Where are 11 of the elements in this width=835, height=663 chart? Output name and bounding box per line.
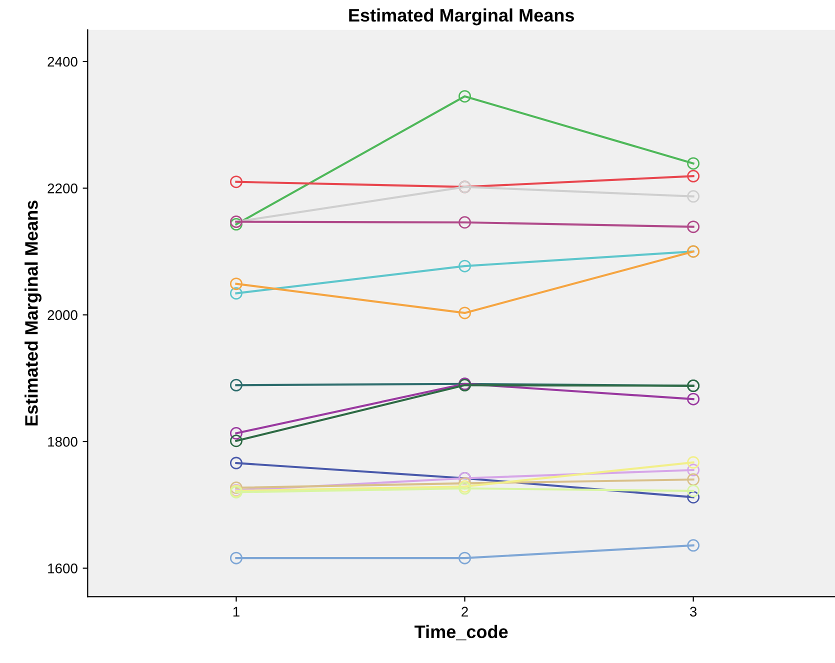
x-tick-label: 2 (462, 606, 468, 616)
chart-title: Estimated Marginal Means (349, 8, 574, 26)
y-tick-label: 2400 (48, 56, 78, 67)
y-tick-label: 1600 (48, 564, 78, 574)
x-tick-label: 1 (233, 606, 240, 616)
y-tick-label: 2200 (48, 184, 78, 194)
y-axis-title: Estimated Marginal Means (24, 200, 42, 426)
y-tick-label: 2000 (48, 310, 78, 320)
x-axis-title: Time_code (414, 624, 508, 640)
x-tick-label: 3 (690, 606, 697, 617)
y-tick-label: 1800 (48, 436, 78, 447)
